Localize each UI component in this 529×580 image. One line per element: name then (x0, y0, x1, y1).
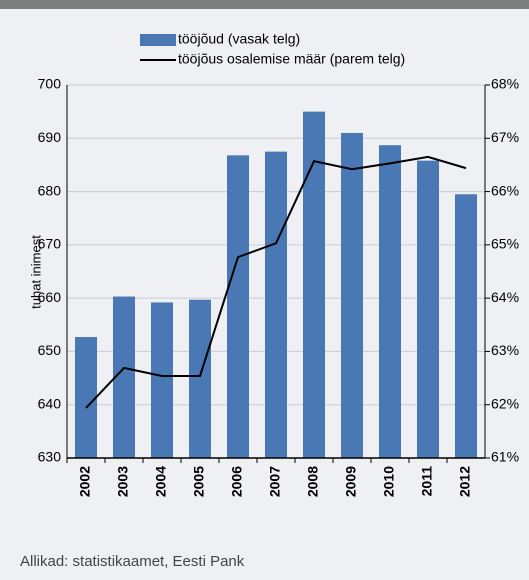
y2-tick-label: 63% (491, 342, 519, 358)
y-tick-label: 660 (38, 289, 62, 305)
bar (113, 296, 135, 458)
source: Allikad: statistikaamet, Eesti Pank (20, 553, 245, 570)
bar (265, 151, 287, 458)
x-tick-label: 2012 (457, 466, 473, 497)
y2-tick-label: 66% (491, 182, 519, 198)
y2-tick-label: 65% (491, 236, 519, 252)
y-tick-label: 630 (38, 449, 62, 465)
bar (341, 132, 363, 458)
bar (75, 337, 97, 458)
x-tick-label: 2010 (381, 466, 397, 497)
x-tick-label: 2008 (305, 466, 321, 497)
x-tick-label: 2007 (267, 466, 283, 497)
x-tick-label: 2006 (229, 466, 245, 497)
y-axis-label: tuhat inimest (28, 235, 43, 309)
legend-label: tööjõus osalemise määr (parem telg) (178, 51, 405, 67)
x-tick-label: 2009 (343, 466, 359, 497)
x-tick-label: 2003 (115, 466, 131, 497)
bar (417, 160, 439, 458)
x-tick-label: 2002 (77, 466, 93, 497)
y-tick-label: 690 (38, 129, 62, 145)
y2-tick-label: 68% (491, 76, 519, 92)
legend-label: tööjõud (vasak telg) (178, 31, 300, 47)
y-tick-label: 650 (38, 342, 62, 358)
header-band (0, 0, 529, 9)
bar (151, 302, 173, 458)
bar (189, 299, 211, 458)
y-tick-label: 680 (38, 182, 62, 198)
y2-tick-label: 67% (491, 129, 519, 145)
y2-tick-label: 64% (491, 289, 519, 305)
line (85, 155, 467, 409)
x-tick-label: 2004 (153, 466, 169, 497)
bar (227, 155, 249, 458)
bar (455, 194, 477, 458)
x-tick-label: 2011 (419, 466, 435, 497)
bar (379, 145, 401, 458)
legend-swatch (140, 34, 176, 46)
bar (303, 111, 325, 459)
y-tick-label: 640 (38, 395, 62, 411)
y2-tick-label: 61% (491, 449, 519, 465)
y-tick-label: 670 (38, 236, 62, 252)
y2-tick-label: 62% (491, 395, 519, 411)
y-tick-label: 700 (38, 76, 62, 92)
x-tick-label: 2005 (191, 466, 207, 497)
